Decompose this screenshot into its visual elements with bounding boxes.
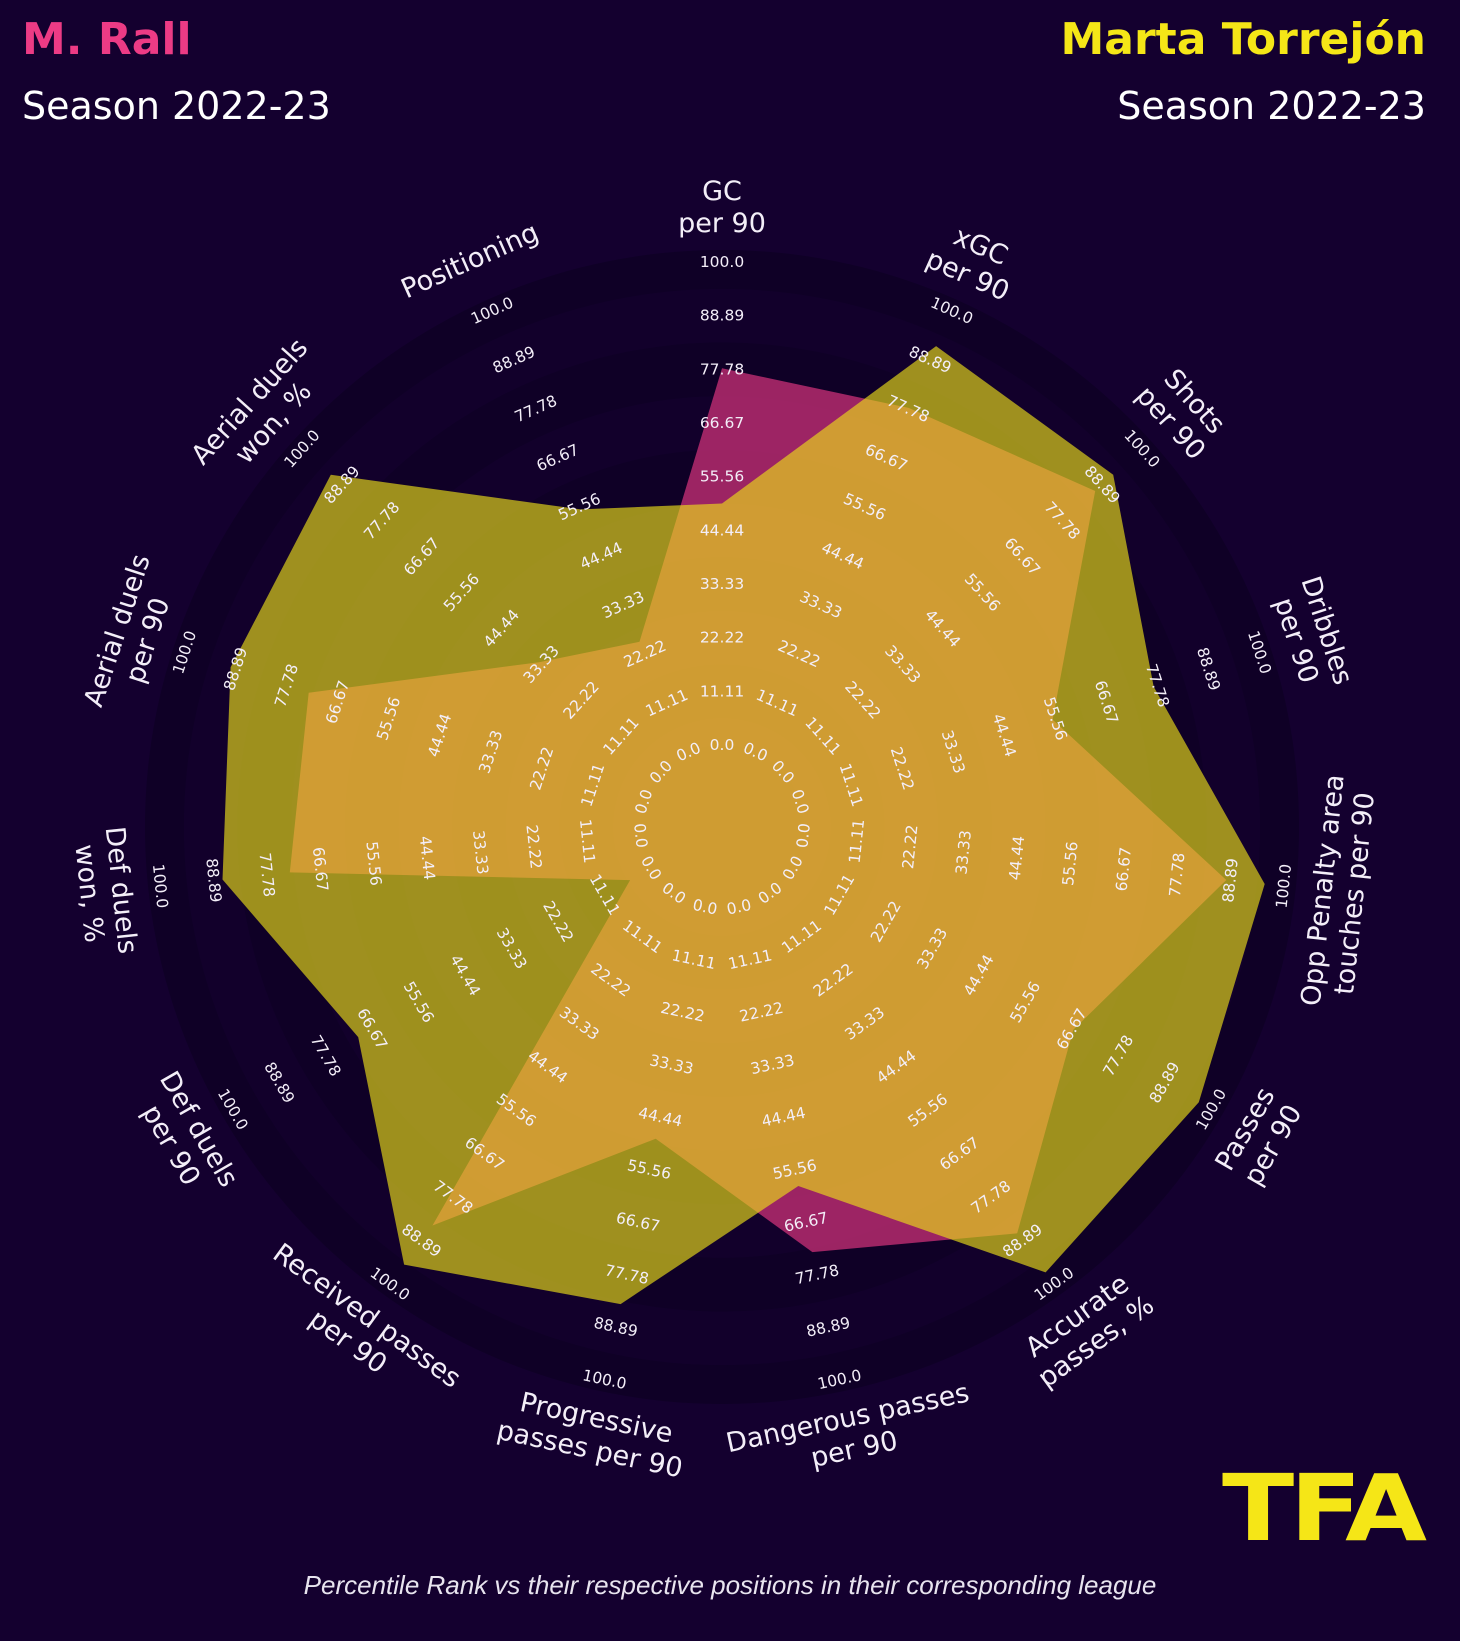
ring-tick-label: 100.0: [149, 863, 172, 909]
axis-label: Def duelswon, %: [67, 825, 143, 959]
ring-tick-label: 55.56: [700, 468, 744, 486]
ring-tick-label: 44.44: [416, 835, 439, 881]
radar-series: [222, 346, 1265, 1305]
axis-label: Opp Penalty areatouches per 90: [1296, 773, 1383, 1011]
ring-tick-label: 66.67: [1113, 846, 1136, 892]
ring-tick-label: 11.11: [846, 818, 869, 864]
ring-tick-label: 22.22: [522, 824, 545, 870]
left-player-name: M. Rall: [22, 14, 192, 65]
ring-tick-label: 100.0: [700, 253, 744, 271]
axis-label: Dribblesper 90: [1264, 573, 1358, 699]
ring-tick-label: 88.89: [202, 857, 225, 903]
left-player-season: Season 2022-23: [22, 84, 331, 128]
ring-tick-label: 22.22: [700, 629, 744, 647]
ring-tick-label: 55.56: [362, 841, 385, 887]
ring-tick-label: 66.67: [309, 846, 332, 892]
ring-tick-label: 33.33: [469, 829, 492, 875]
ring-tick-label: 0.0: [793, 822, 813, 848]
ring-tick-label: 0.0: [710, 736, 735, 754]
ring-tick-label: 55.56: [1059, 841, 1082, 887]
series-polygon-right-player: [222, 346, 1265, 1305]
ring-tick-label: 77.78: [1166, 852, 1189, 898]
ring-tick-label: 88.89: [700, 307, 744, 325]
tfa-logo: TFA: [1222, 1455, 1427, 1562]
ring-tick-label: 44.44: [1006, 835, 1029, 881]
ring-tick-label: 66.67: [700, 414, 744, 432]
ring-tick-label: 11.11: [700, 682, 744, 700]
axis-label-line: per 90: [678, 208, 766, 239]
ring-tick-label: 77.78: [700, 360, 744, 378]
right-player-name: Marta Torrejón: [1060, 14, 1427, 65]
ring-tick-labels: 0.0 11.11 22.22 33.33 44.44 55.56 66.67 77.78 88…: [149, 253, 1295, 1393]
ring-tick-label: 100.0: [1273, 863, 1296, 909]
ring-tick-label: 88.89: [1219, 857, 1242, 903]
ring-tick-label: 33.33: [700, 575, 744, 593]
ring-tick-label: 44.44: [700, 521, 744, 539]
axis-label: GC per 90: [678, 176, 766, 239]
axis-label-line: GC: [702, 176, 742, 207]
ring-tick-label: 0.0: [691, 896, 719, 919]
ring-tick-label: 0.0: [725, 896, 753, 919]
ring-tick-label: 0.0: [630, 822, 650, 848]
footer-caption: Percentile Rank vs their respective posi…: [303, 1570, 1157, 1600]
ring-tick-label: 33.33: [952, 829, 975, 875]
right-player-season: Season 2022-23: [1117, 84, 1426, 128]
ring-tick-label: 22.22: [899, 824, 922, 870]
ring-tick-label: 77.78: [256, 852, 279, 898]
ring-tick-label: 11.11: [576, 818, 599, 864]
